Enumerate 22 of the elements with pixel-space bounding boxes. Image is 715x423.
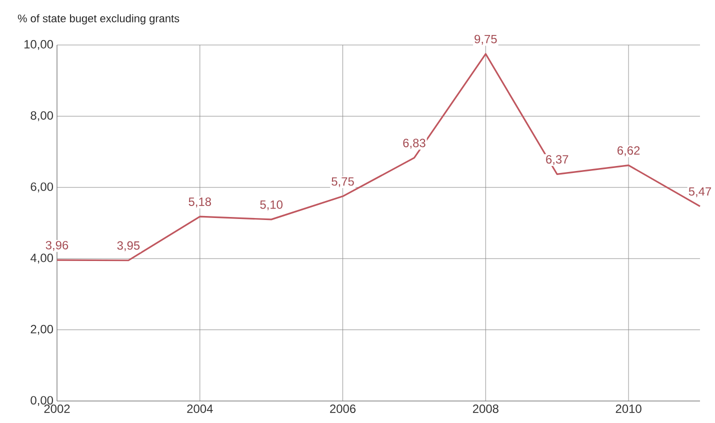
y-tick-label: 4,00 xyxy=(30,254,54,264)
y-tick-label: 0,00 xyxy=(30,396,54,406)
y-axis-title: % of state buget excluding grants xyxy=(18,14,180,24)
y-tick-label: 10,00 xyxy=(24,40,54,50)
data-label: 5,47 xyxy=(688,187,712,198)
x-tick-label: 2002 xyxy=(44,404,70,413)
data-label: 3,95 xyxy=(117,241,140,252)
y-tick-label: 2,00 xyxy=(30,324,54,335)
data-label: 5,75 xyxy=(332,177,354,188)
data-label: 9,75 xyxy=(474,34,497,45)
data-label: 5,10 xyxy=(260,200,283,210)
x-tick-label: 2010 xyxy=(616,404,642,413)
data-label: 6,62 xyxy=(618,146,640,156)
data-label: 3,96 xyxy=(46,240,68,251)
y-tick-label: 8,00 xyxy=(30,111,54,122)
data-label: 6,83 xyxy=(403,138,426,149)
x-tick-label: 2004 xyxy=(187,404,213,413)
x-tick-label: 2008 xyxy=(472,404,498,413)
x-tick-label: 2006 xyxy=(330,404,356,413)
data-label: 6,37 xyxy=(546,155,568,166)
data-label: 5,18 xyxy=(188,198,211,208)
y-tick-label: 6,00 xyxy=(30,182,54,192)
